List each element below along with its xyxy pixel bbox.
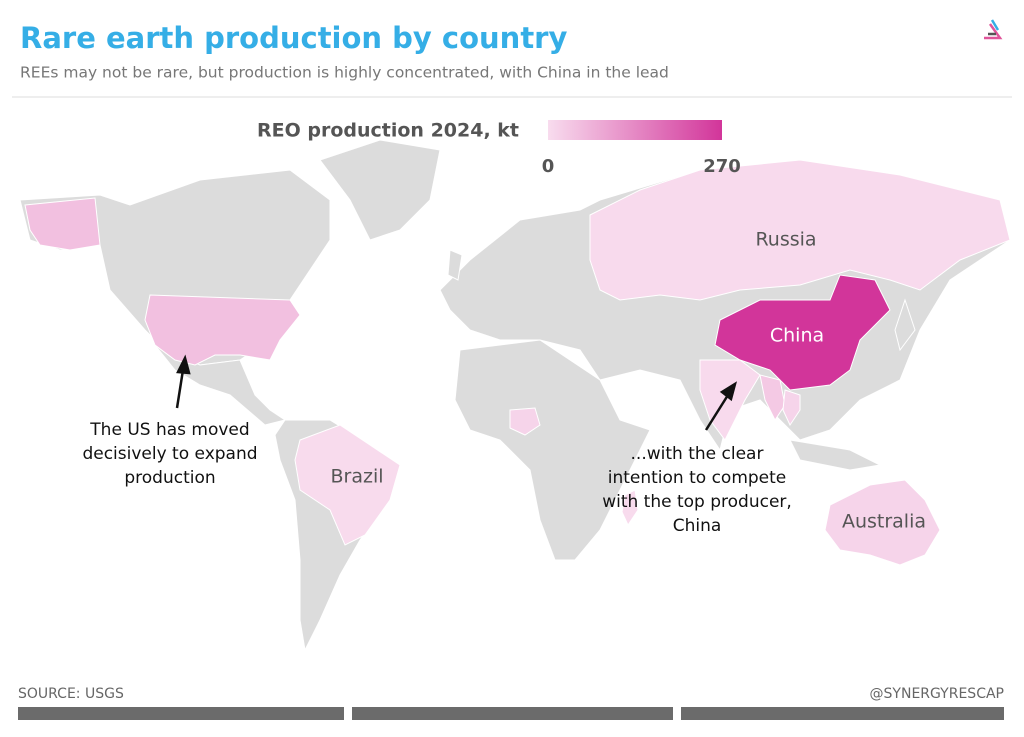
land — [319, 139, 441, 241]
country — [589, 159, 1011, 301]
credit: @SYNERGYRESCAP — [870, 686, 1004, 702]
country — [509, 407, 541, 436]
country — [782, 389, 801, 427]
logo — [984, 19, 1003, 40]
annotation: ...with the clear — [631, 444, 764, 464]
legend-bar — [548, 120, 722, 140]
country-label: Brazil — [330, 466, 383, 488]
subtitle: REEs may not be rare, but production is … — [20, 64, 669, 82]
arrows — [175, 354, 738, 431]
annotation: The US has moved — [89, 420, 249, 440]
country — [824, 479, 941, 566]
annotation: intention to compete — [608, 468, 787, 488]
country — [759, 374, 786, 421]
country-label: Australia — [842, 511, 926, 533]
footer-bars — [18, 707, 1004, 720]
country — [714, 274, 891, 391]
country-label: China — [770, 325, 824, 347]
source: SOURCE: USGS — [18, 686, 124, 702]
country — [294, 424, 401, 546]
annotation: with the top producer, — [602, 492, 792, 512]
annotation: production — [124, 468, 215, 488]
country-label: Russia — [755, 229, 816, 251]
legend-max: 270 — [703, 156, 741, 177]
land — [447, 249, 463, 281]
land — [454, 339, 651, 561]
land — [894, 298, 916, 352]
country — [699, 359, 761, 441]
title: Rare earth production by country — [20, 21, 567, 55]
legend-min: 0 — [542, 156, 555, 177]
country — [24, 197, 301, 366]
annotation: decisively to expand — [82, 444, 257, 464]
country — [621, 489, 639, 527]
land — [789, 439, 882, 471]
legend-title: REO production 2024, kt — [257, 120, 519, 142]
map — [19, 139, 1011, 652]
annotation: China — [673, 516, 722, 536]
